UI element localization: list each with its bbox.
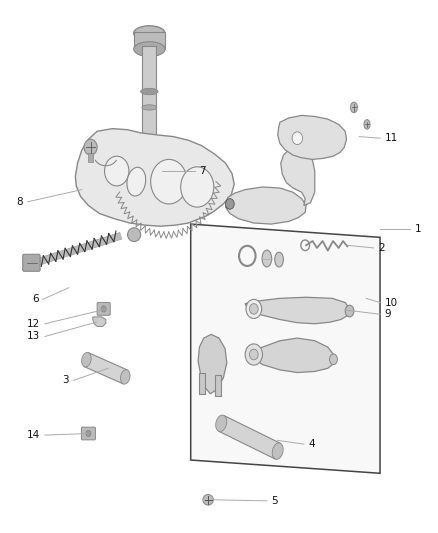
Text: 5: 5 bbox=[271, 496, 278, 506]
Circle shape bbox=[86, 430, 91, 437]
Ellipse shape bbox=[142, 105, 157, 110]
Ellipse shape bbox=[275, 252, 283, 267]
Ellipse shape bbox=[216, 415, 227, 432]
Ellipse shape bbox=[329, 354, 337, 365]
Bar bbox=[88, 152, 93, 162]
Ellipse shape bbox=[84, 139, 97, 155]
Polygon shape bbox=[191, 224, 380, 473]
Text: 4: 4 bbox=[308, 439, 315, 449]
Circle shape bbox=[226, 199, 234, 209]
Polygon shape bbox=[245, 297, 350, 324]
Ellipse shape bbox=[364, 119, 370, 129]
Polygon shape bbox=[75, 128, 234, 226]
Polygon shape bbox=[85, 353, 127, 384]
FancyBboxPatch shape bbox=[23, 254, 40, 271]
Ellipse shape bbox=[134, 42, 165, 56]
Ellipse shape bbox=[120, 370, 130, 384]
Ellipse shape bbox=[262, 250, 272, 267]
Polygon shape bbox=[278, 115, 346, 159]
Circle shape bbox=[250, 349, 258, 360]
Bar bbox=[134, 32, 165, 49]
Ellipse shape bbox=[134, 26, 165, 41]
Ellipse shape bbox=[141, 88, 158, 95]
Polygon shape bbox=[226, 187, 306, 224]
Text: 8: 8 bbox=[17, 197, 23, 207]
Polygon shape bbox=[281, 149, 315, 206]
Circle shape bbox=[245, 344, 262, 365]
FancyBboxPatch shape bbox=[81, 427, 95, 440]
Ellipse shape bbox=[345, 305, 354, 317]
Text: 2: 2 bbox=[378, 243, 385, 253]
Circle shape bbox=[246, 300, 261, 318]
Polygon shape bbox=[199, 373, 205, 394]
Text: 10: 10 bbox=[385, 297, 398, 308]
Circle shape bbox=[105, 156, 129, 186]
Circle shape bbox=[101, 306, 106, 312]
Ellipse shape bbox=[81, 352, 91, 367]
Ellipse shape bbox=[272, 443, 283, 459]
Polygon shape bbox=[215, 375, 221, 397]
Bar bbox=[142, 46, 156, 139]
Ellipse shape bbox=[127, 228, 141, 241]
Text: 1: 1 bbox=[415, 224, 421, 235]
Polygon shape bbox=[93, 317, 106, 326]
Circle shape bbox=[181, 167, 214, 207]
Polygon shape bbox=[253, 338, 334, 373]
Text: 6: 6 bbox=[32, 294, 39, 304]
FancyBboxPatch shape bbox=[97, 303, 110, 316]
Polygon shape bbox=[219, 415, 280, 459]
Ellipse shape bbox=[203, 495, 213, 505]
Ellipse shape bbox=[350, 102, 357, 113]
Text: 14: 14 bbox=[27, 430, 41, 440]
Text: 11: 11 bbox=[385, 133, 398, 143]
Text: 13: 13 bbox=[27, 332, 41, 342]
Text: 7: 7 bbox=[199, 166, 206, 176]
Text: 12: 12 bbox=[27, 319, 41, 329]
Circle shape bbox=[151, 159, 187, 204]
Polygon shape bbox=[198, 334, 227, 394]
Circle shape bbox=[250, 304, 258, 314]
Text: 3: 3 bbox=[62, 375, 69, 385]
Circle shape bbox=[292, 132, 303, 144]
Text: 9: 9 bbox=[385, 309, 391, 319]
Ellipse shape bbox=[127, 167, 146, 196]
